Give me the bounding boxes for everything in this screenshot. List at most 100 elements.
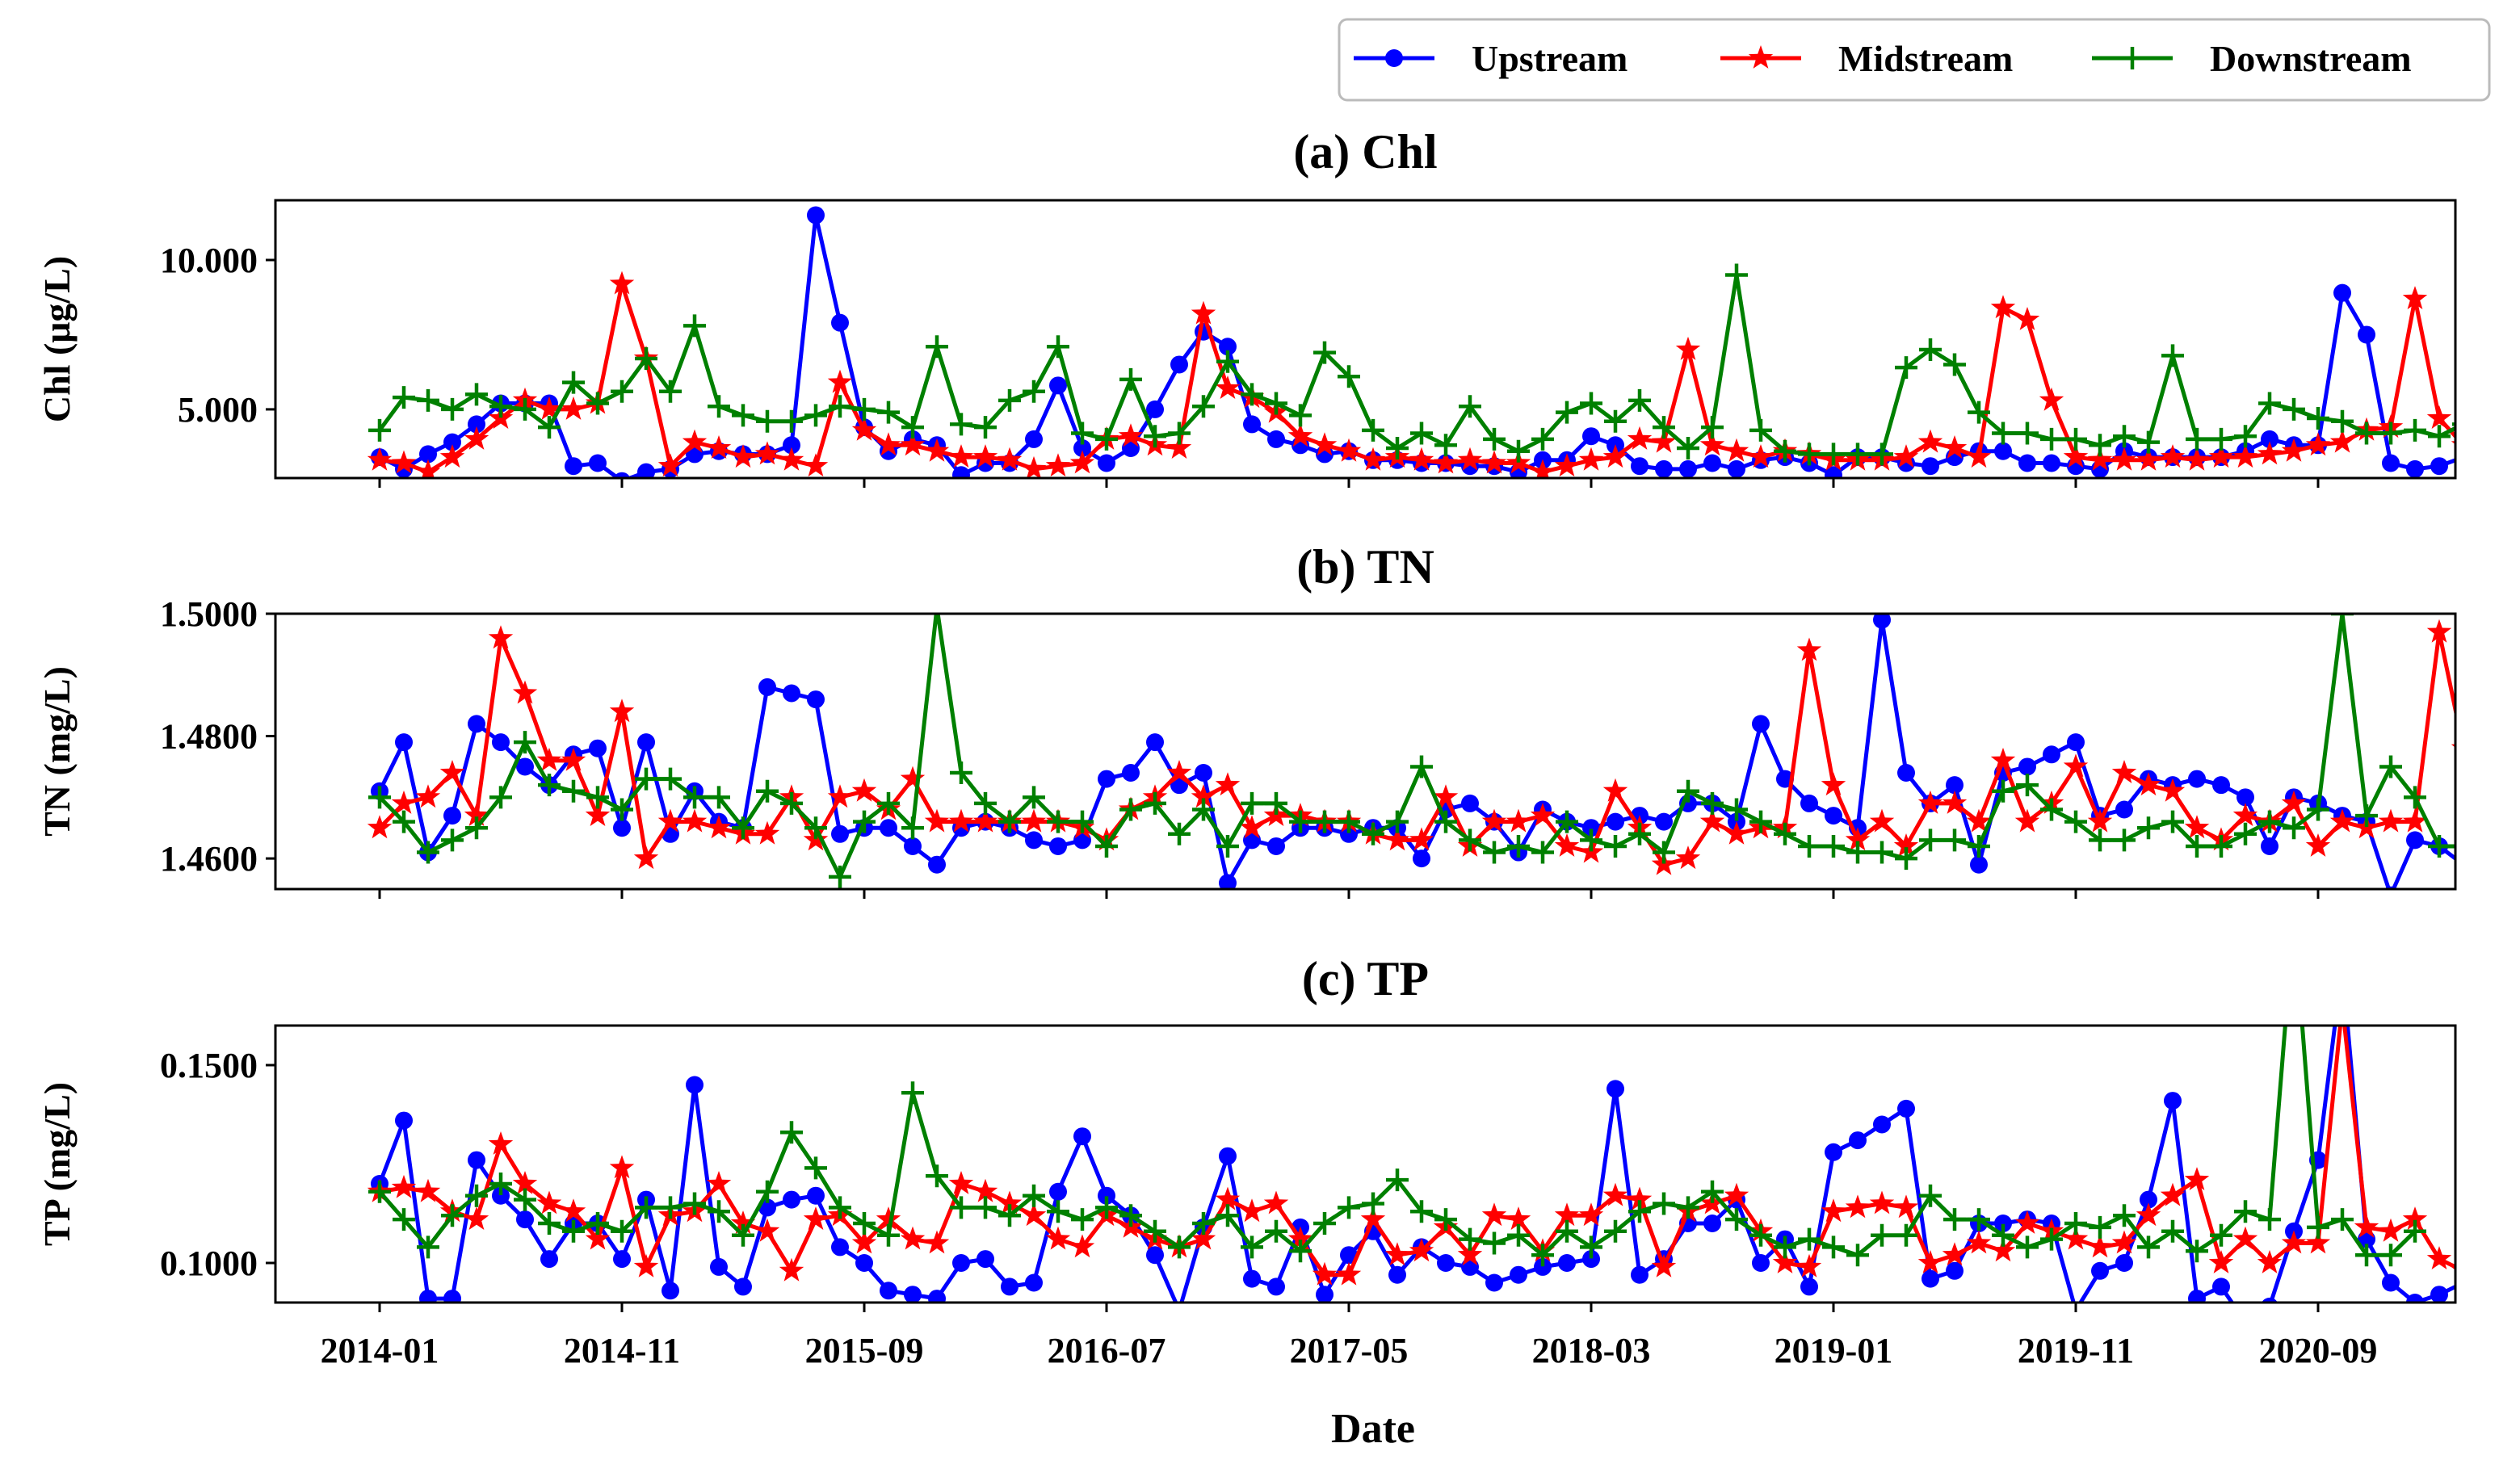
- data-point: [662, 1282, 679, 1300]
- data-point: [708, 786, 730, 809]
- data-point: [779, 1257, 804, 1282]
- data-point: [1384, 1242, 1410, 1266]
- data-point: [1049, 376, 1067, 395]
- data-point: [1822, 1236, 1845, 1259]
- data-point: [2186, 1240, 2208, 1263]
- panel-title: (a) Chl: [1293, 125, 1437, 178]
- data-point: [1069, 450, 1095, 474]
- data-point: [2455, 1274, 2472, 1292]
- data-point: [754, 1218, 780, 1242]
- data-point: [1554, 453, 1580, 477]
- data-point: [1219, 338, 1237, 356]
- data-point: [1023, 786, 1045, 809]
- data-point: [1192, 395, 1215, 418]
- data-point: [2333, 283, 2351, 302]
- data-point: [853, 1212, 876, 1235]
- data-point: [1917, 429, 1943, 453]
- data-point: [391, 1174, 417, 1198]
- data-point: [2016, 422, 2039, 445]
- data-point: [1893, 1194, 1919, 1219]
- data-point: [464, 426, 489, 450]
- data-point: [1023, 1184, 1045, 1207]
- data-point: [1774, 1236, 1796, 1259]
- data-point: [1943, 353, 1966, 376]
- data-point: [1461, 794, 1479, 812]
- data-point: [1021, 1202, 1047, 1227]
- data-point: [1243, 415, 1261, 434]
- data-point: [538, 1212, 561, 1235]
- series-downstream: [368, 614, 2455, 888]
- data-point: [1942, 1242, 1968, 1266]
- data-point: [1897, 1099, 1915, 1118]
- data-point: [1071, 810, 1094, 833]
- data-point: [1774, 822, 1796, 845]
- data-point: [1578, 447, 1604, 471]
- data-point: [1822, 443, 1845, 466]
- y-axis-label: TP (mg/L): [36, 1082, 78, 1246]
- data-point: [950, 761, 972, 785]
- data-point: [561, 396, 586, 420]
- data-point: [998, 1204, 1021, 1227]
- data-point: [417, 841, 439, 864]
- panel-chl: (a) Chl Chl (μg/L) 5.000 10.000: [36, 125, 2520, 488]
- data-point: [1580, 829, 1602, 852]
- data-point: [1265, 392, 1287, 415]
- data-point: [1922, 1269, 1939, 1288]
- data-point: [464, 1206, 489, 1230]
- data-point: [2258, 1208, 2281, 1231]
- data-point: [2283, 908, 2305, 930]
- data-point: [613, 1250, 631, 1269]
- data-point: [876, 1206, 901, 1230]
- data-point: [1580, 1236, 1602, 1259]
- data-point: [1655, 812, 1673, 831]
- legend-label: Upstream: [1472, 38, 1628, 79]
- data-point: [1942, 790, 1968, 814]
- data-point: [2232, 1226, 2258, 1250]
- data-point: [2501, 443, 2520, 465]
- data-point: [1506, 1206, 1531, 1230]
- data-point: [1798, 1227, 1821, 1251]
- data-point: [1312, 432, 1338, 456]
- x-tick-label: 2015-09: [805, 1331, 924, 1370]
- data-point: [831, 313, 849, 332]
- data-point: [1604, 834, 1627, 858]
- data-point: [2503, 430, 2520, 448]
- data-point: [2354, 1214, 2379, 1238]
- data-point: [1362, 418, 1384, 442]
- data-point: [586, 392, 609, 415]
- data-point: [2455, 856, 2472, 874]
- data-point: [1047, 810, 1069, 833]
- data-point: [1724, 438, 1749, 462]
- data-point: [2358, 325, 2375, 344]
- data-point: [2305, 833, 2331, 857]
- data-point: [368, 786, 391, 809]
- x-tick-label: 2019-11: [2018, 1331, 2134, 1370]
- data-point: [2406, 459, 2424, 478]
- data-point: [2043, 454, 2060, 472]
- data-point: [2040, 427, 2063, 451]
- data-point: [2232, 803, 2258, 826]
- legend-entry-downstream: Downstream: [2092, 38, 2412, 79]
- data-point: [611, 798, 633, 821]
- data-point: [1340, 1246, 1358, 1265]
- data-point: [1119, 798, 1142, 821]
- data-point: [2014, 1210, 2040, 1234]
- data-point: [1457, 447, 1483, 471]
- data-point: [465, 1184, 488, 1207]
- axes-frame: [274, 612, 2457, 891]
- data-point: [2064, 427, 2087, 451]
- data-point: [1506, 808, 1531, 833]
- data-point: [1386, 437, 1409, 460]
- data-point: [562, 779, 585, 803]
- data-point: [1556, 810, 1578, 833]
- data-point: [974, 791, 997, 815]
- data-point: [1534, 1257, 1552, 1276]
- data-point: [1582, 1250, 1600, 1269]
- data-point: [1243, 1269, 1261, 1288]
- data-point: [1798, 443, 1821, 466]
- data-point: [1677, 1196, 1699, 1219]
- data-point: [1699, 432, 1725, 456]
- data-point: [611, 380, 633, 403]
- data-point: [2476, 1206, 2500, 1230]
- y-tick-label: 0.1500: [160, 1046, 258, 1085]
